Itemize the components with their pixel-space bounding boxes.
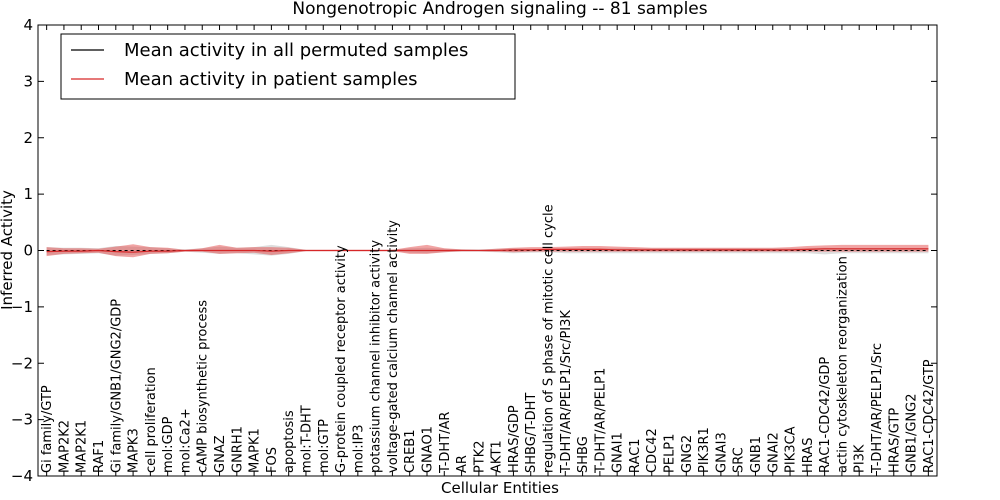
legend-label-patient: Mean activity in patient samples xyxy=(124,69,418,90)
x-tick-label: PIK3R1 xyxy=(697,427,712,473)
y-tick-label: −3 xyxy=(11,411,33,429)
plot-frame xyxy=(37,24,938,477)
x-tick-label: CDC42 xyxy=(645,428,660,473)
line-patient xyxy=(46,248,929,253)
x-tick-label: T-DHT/AR xyxy=(438,412,453,474)
x-tick-label: MAP2K1 xyxy=(75,420,90,473)
x-tick-label: cAMP biosynthetic process xyxy=(196,300,211,473)
y-tick-label: 1 xyxy=(23,185,33,203)
x-tick-label: PELP1 xyxy=(663,434,678,473)
x-tick-label: T-DHT/AR/PELP1 xyxy=(593,368,608,474)
x-tick-label: AR xyxy=(455,455,470,473)
x-tick-label: RAF1 xyxy=(92,440,107,473)
x-axis-label: Cellular Entities xyxy=(441,479,559,497)
x-tick-label: T-DHT/AR/PELP1/Src xyxy=(870,343,885,474)
x-tick-label: RAC1 xyxy=(628,439,643,474)
x-tick-label: MAPK3 xyxy=(127,428,142,473)
legend: Mean activity in all permuted samples Me… xyxy=(60,33,516,100)
x-tick-label: CREB1 xyxy=(403,429,418,473)
legend-box xyxy=(60,33,516,100)
x-tick-label: G-protein coupled receptor activity xyxy=(334,245,349,473)
x-tick-label: Gi family/GTP xyxy=(40,385,55,473)
y-tick-label: −2 xyxy=(11,354,33,372)
x-tick-label: actin cytoskeleton reorganization xyxy=(835,256,850,473)
y-tick-label: 2 xyxy=(23,129,33,147)
x-tick-label: cell proliferation xyxy=(144,367,159,473)
x-tick-label: GNG2 xyxy=(680,435,695,473)
x-tick-label: mol:GDP xyxy=(161,416,176,473)
x-tick-label: SHBG/T-DHT xyxy=(524,393,539,473)
y-tick-label: 3 xyxy=(23,72,33,90)
x-tick-label: mol:Ca2+ xyxy=(179,408,194,473)
y-tick-label: −1 xyxy=(11,298,33,316)
y-axis-label: Inferred Activity xyxy=(0,190,16,310)
x-tick-label: GNAI1 xyxy=(611,432,626,473)
x-tick-label: HRAS/GDP xyxy=(507,405,522,473)
chart-title: Nongenotropic Androgen signaling -- 81 s… xyxy=(292,0,707,19)
x-tick-label: RAC1-CDC42/GDP xyxy=(818,357,833,473)
x-tick-label: PI3K xyxy=(853,444,868,473)
x-tick-label: mol:T-DHT xyxy=(300,405,315,473)
x-tick-label: MAPK1 xyxy=(248,428,263,473)
x-tick-label: HRAS/GTP xyxy=(887,408,902,473)
x-tick-label: FOS xyxy=(265,447,280,473)
x-tick-label: voltage-gated calcium channel activity xyxy=(386,220,401,473)
x-tick-label: GNB1 xyxy=(749,436,764,473)
x-tick-label: GNAO1 xyxy=(421,426,436,473)
x-tick-label: Gi family/GNB1/GNG2/GDP xyxy=(109,299,124,473)
y-tick-label: 4 xyxy=(23,16,33,34)
x-tick-label: GNB1/GNG2 xyxy=(905,394,920,474)
y-tick-label: −4 xyxy=(11,467,33,485)
x-tick-label: PIK3CA xyxy=(784,426,799,473)
legend-label-permuted: Mean activity in all permuted samples xyxy=(124,40,468,61)
x-tick-label: RAC1-CDC42/GTP xyxy=(922,359,937,473)
series-lines xyxy=(46,248,929,253)
x-tick-label: potassium channel inhibitor activity xyxy=(369,240,384,473)
x-tick-label: PTK2 xyxy=(472,440,487,473)
x-tick-label: GNAI2 xyxy=(766,432,781,473)
x-tick-label: GNAZ xyxy=(213,435,228,473)
x-tick-label: regulation of S phase of mitotic cell cy… xyxy=(542,204,557,473)
x-tick-label: AKT1 xyxy=(490,440,505,473)
y-axis: −4 −3 −2 −1 0 1 2 3 4 xyxy=(11,16,937,485)
x-tick-label: apoptosis xyxy=(282,410,297,473)
x-tick-label: GNAI3 xyxy=(714,432,729,473)
x-tick-label: mol:GTP xyxy=(317,419,332,473)
x-tick-label: mol:IP3 xyxy=(351,424,366,473)
x-tick-label: MAP2K2 xyxy=(57,420,72,473)
x-tick-label: HRAS xyxy=(801,438,816,473)
x-tick-label: SHBG xyxy=(576,436,591,473)
x-tick-label: GNRH1 xyxy=(230,426,245,473)
x-axis: Gi family/GTP MAP2K2 MAP2K1 RAF1 Gi family/G… xyxy=(40,25,937,476)
x-tick-label: T-DHT/AR/PELP1/Src/PI3K xyxy=(559,310,574,474)
y-tick-label: 0 xyxy=(23,242,33,260)
x-tick-label: SRC xyxy=(732,447,747,473)
